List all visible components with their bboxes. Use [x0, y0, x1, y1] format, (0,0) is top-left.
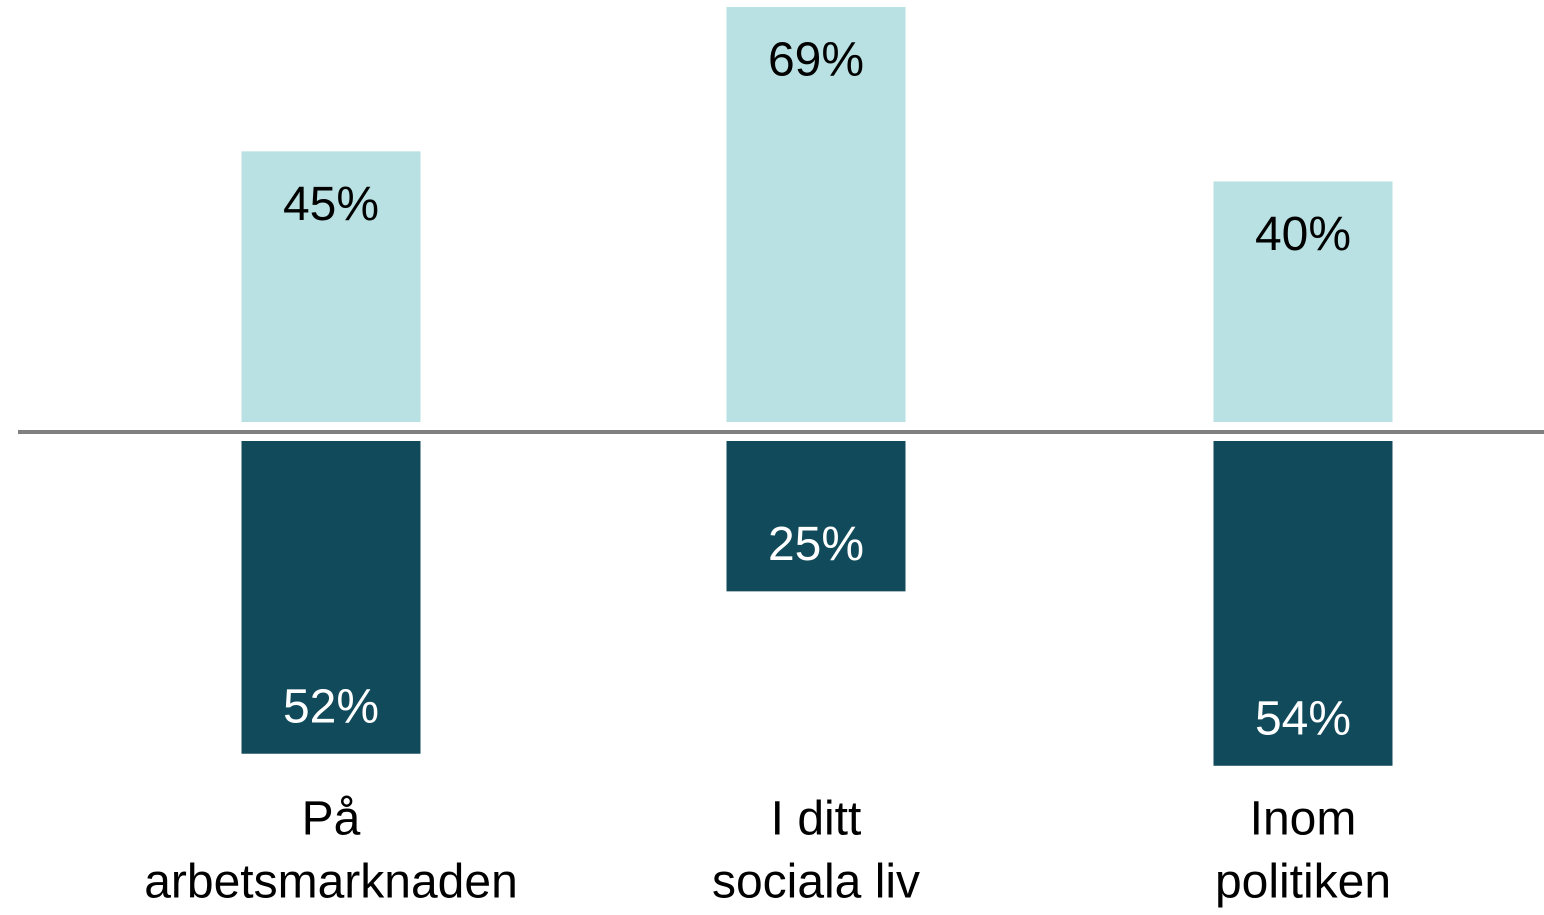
bar: [241, 441, 421, 754]
bar: [726, 441, 906, 592]
category-label: På: [302, 793, 361, 846]
category-label: Inom: [1250, 793, 1357, 846]
bar: [1213, 441, 1393, 766]
value-label: 40%: [1255, 208, 1351, 261]
value-label: 54%: [1255, 692, 1351, 745]
category-label: arbetsmarknaden: [144, 856, 518, 909]
category-label: I ditt: [771, 793, 862, 846]
value-label: 45%: [283, 178, 379, 231]
category-label: politiken: [1215, 856, 1391, 909]
category-label: sociala liv: [712, 856, 920, 909]
bar: [241, 151, 421, 422]
bar: [726, 7, 906, 423]
value-label: 69%: [768, 34, 864, 87]
value-label: 52%: [283, 680, 379, 733]
value-label: 25%: [768, 518, 864, 571]
bar: [1213, 181, 1393, 422]
